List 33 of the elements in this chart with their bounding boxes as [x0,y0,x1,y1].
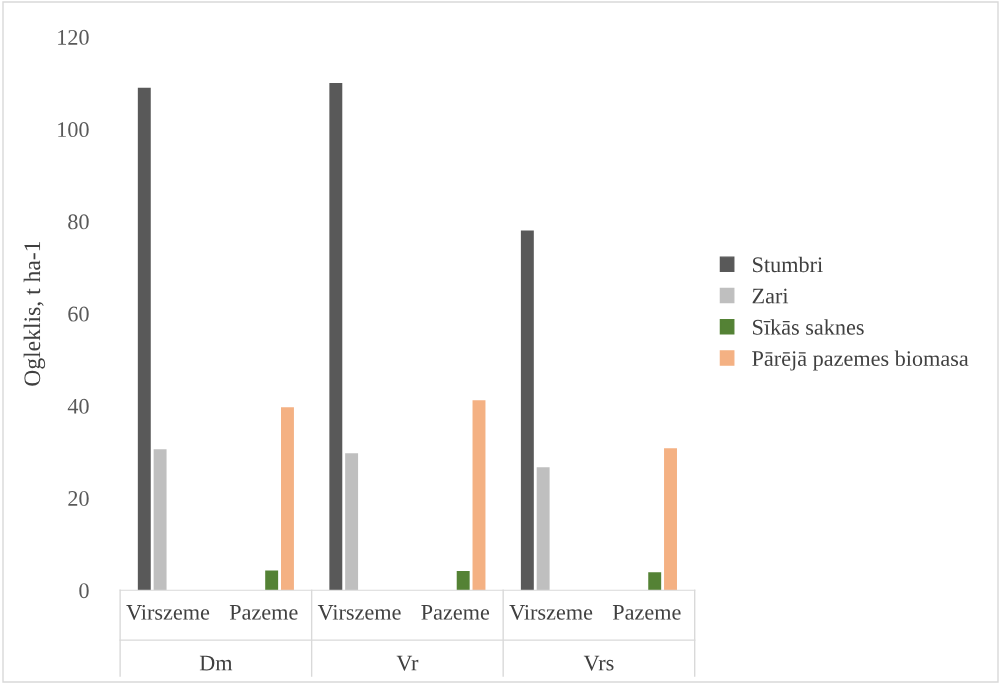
x-tick-label: Virszeme [126,604,210,620]
bar [536,467,550,591]
x-tick-label: Virszeme [317,604,401,620]
bar [153,449,167,591]
y-tick-label: 120 [58,29,89,45]
text: Vr [396,655,419,671]
bar [345,453,359,591]
y-axis-title: Ogleklis, t ha-1 [23,241,46,386]
text: Vrs [583,655,614,671]
text: Dm [199,655,233,671]
y-tick-label: 40 [67,398,89,414]
legend-label: Zari [752,288,789,304]
legend-label: Sīkās saknes [753,319,864,335]
bar [472,400,486,591]
bar [648,572,662,591]
bar [329,83,343,591]
x-tick-label: Pazeme [612,605,681,620]
bar [265,570,279,591]
y-tick-label: 100 [58,122,89,138]
y-tick-label: 80 [68,214,89,230]
bar [137,87,151,591]
bar [664,448,677,591]
y-tick-label: 60 [68,306,89,322]
legend-label: Pārējā pazemes biomasa [752,350,969,371]
y-tick-label: 20 [68,491,89,506]
y-tick-label: 0 [79,583,89,599]
x-tick-label: Pazeme [229,605,298,620]
bar [281,407,294,591]
x-tick-label: Pazeme [421,605,490,620]
x-tick-label: Virszeme [509,604,593,620]
legend-label: Stumbri [753,256,823,273]
bar [456,570,470,591]
bar [520,230,534,591]
